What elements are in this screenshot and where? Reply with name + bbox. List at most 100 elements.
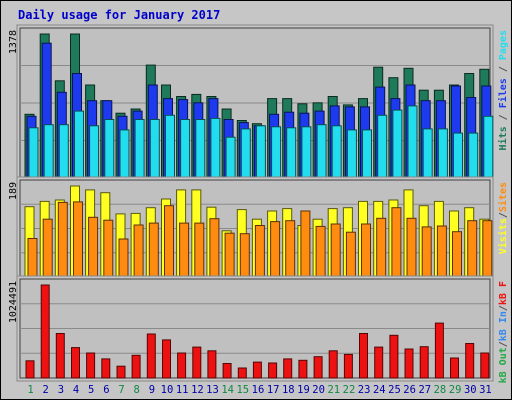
bar-pages-day-3 — [58, 124, 69, 179]
bar-kb-f-day-5 — [86, 352, 96, 379]
day-label-24: 24 — [373, 384, 386, 396]
panel-legend: Hits / Files / Pages — [497, 30, 509, 150]
legend-entry: Files — [497, 78, 509, 108]
day-label-30: 30 — [464, 384, 477, 396]
bar-sites-day-11 — [179, 222, 190, 278]
bar-sites-day-29 — [452, 231, 462, 278]
bar-pages-day-31 — [483, 115, 494, 179]
bar-pages-day-16 — [255, 125, 266, 179]
day-label-28: 28 — [434, 384, 447, 396]
bar-pages-day-9 — [149, 119, 160, 179]
bar-kb-f-day-17 — [268, 362, 278, 379]
bar-pages-day-5 — [89, 125, 100, 179]
bar-sites-day-16 — [254, 225, 265, 278]
bar-sites-day-10 — [164, 205, 174, 278]
bar-sites-day-9 — [148, 222, 159, 278]
bar-pages-day-15 — [240, 128, 251, 179]
legend-entry: Hits — [497, 126, 509, 150]
day-label-7: 7 — [118, 384, 124, 396]
day-label-25: 25 — [388, 384, 401, 396]
bar-sites-day-13 — [209, 218, 220, 278]
bar-pages-day-8 — [134, 119, 145, 179]
bar-sites-day-1 — [27, 238, 38, 278]
chart-panels: 1378 Hits / Files / Pages 189Visits/Sites1… — [8, 24, 509, 383]
bar-sites-day-21 — [330, 223, 341, 278]
bar-sites-day-2 — [42, 218, 53, 278]
bar-pages-day-1 — [28, 127, 39, 179]
legend-entry: kB F — [498, 281, 509, 305]
bar-pages-day-17 — [271, 126, 282, 179]
day-label-8: 8 — [134, 384, 140, 396]
bar-sites-day-3 — [57, 201, 68, 278]
bar-kb-f-day-10 — [162, 339, 171, 379]
day-label-5: 5 — [88, 384, 94, 396]
day-label-17: 17 — [267, 384, 280, 396]
day-label-18: 18 — [282, 384, 295, 396]
legend-entry: / — [498, 341, 509, 347]
day-label-26: 26 — [403, 384, 416, 396]
day-labels: 1 2 3 4 5 6 7 8 9 10 11 12 13 14 15 16 17 18 19 20 21 22 23 24 2… — [27, 384, 491, 396]
day-label-19: 19 — [297, 384, 310, 396]
legend-entry: kB Out — [498, 347, 509, 383]
bar-sites-day-28 — [436, 225, 447, 278]
chart-title: Daily usage for January 2017 — [18, 8, 220, 22]
day-label-10: 10 — [161, 384, 174, 396]
bar-sites-day-12 — [194, 222, 205, 278]
bar-pages-day-22 — [346, 129, 357, 179]
bar-sites-day-24 — [376, 217, 387, 278]
bar-pages-day-12 — [195, 119, 206, 179]
bar-kb-f-day-16 — [252, 361, 262, 379]
bar-kb-f-day-13 — [207, 350, 217, 379]
bar-sites-day-27 — [421, 226, 432, 278]
day-label-13: 13 — [206, 384, 219, 396]
day-label-3: 3 — [58, 384, 64, 396]
bar-kb-f-day-12 — [192, 346, 202, 379]
panel-visits-sites: 189 Visits/Sites — [8, 176, 509, 281]
bar-kb-f-day-23 — [359, 333, 368, 379]
bar-kb-f-day-9 — [146, 333, 156, 379]
legend-entry: / — [498, 305, 509, 311]
bar-sites-day-15 — [239, 233, 250, 278]
bar-kb-f-day-6 — [101, 358, 111, 379]
bar-pages-day-6 — [104, 119, 115, 179]
legend-entry: / — [498, 212, 509, 218]
day-label-15: 15 — [236, 384, 249, 396]
day-label-6: 6 — [103, 384, 109, 396]
day-label-29: 29 — [449, 384, 462, 396]
day-label-23: 23 — [358, 384, 371, 396]
panel-hits-files-pages: 1378 Hits / Files / Pages — [8, 24, 509, 182]
bar-pages-day-30 — [468, 132, 479, 179]
bar-sites-day-20 — [315, 225, 326, 278]
bar-pages-day-18 — [286, 127, 297, 179]
legend-entry: Visits — [497, 218, 509, 254]
series-kb-f — [25, 284, 490, 379]
bar-kb-f-day-11 — [177, 352, 187, 379]
day-label-20: 20 — [312, 384, 325, 396]
legend-entry: kB In — [498, 311, 509, 341]
day-label-21: 21 — [327, 384, 340, 396]
bar-sites-day-31 — [482, 220, 493, 278]
day-label-1: 1 — [27, 384, 33, 396]
bar-pages-day-2 — [43, 124, 54, 179]
bar-pages-day-28 — [437, 128, 448, 179]
bar-kb-f-day-20 — [313, 356, 323, 379]
bar-kb-f-day-1 — [25, 360, 35, 379]
day-label-27: 27 — [418, 384, 431, 396]
bar-sites-day-22 — [345, 231, 356, 278]
bar-kb-f-day-31 — [480, 352, 490, 379]
bar-pages-day-4 — [74, 110, 84, 179]
bar-pages-day-20 — [316, 124, 327, 179]
day-label-14: 14 — [221, 384, 234, 396]
day-label-2: 2 — [43, 384, 49, 396]
bar-pages-day-7 — [119, 129, 130, 179]
bar-sites-day-23 — [361, 223, 371, 278]
bar-sites-day-8 — [133, 224, 144, 278]
bar-pages-day-10 — [165, 114, 175, 179]
legend-entry: Pages — [498, 30, 509, 60]
panel-max-label: 1378 — [8, 30, 19, 54]
bar-kb-f-day-19 — [298, 359, 308, 379]
panel-legend: Visits/Sites — [497, 182, 509, 254]
bar-kb-f-day-22 — [343, 353, 353, 379]
